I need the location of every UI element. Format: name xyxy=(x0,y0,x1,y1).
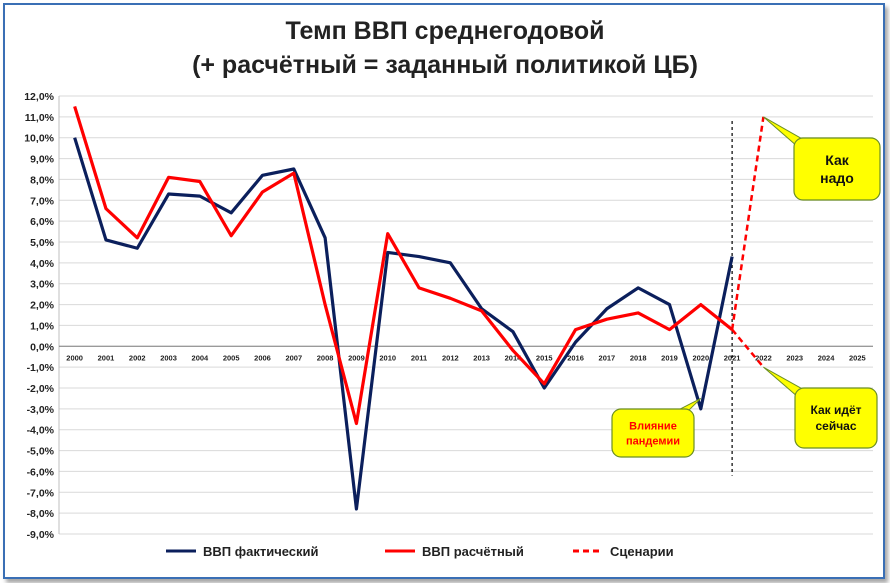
callout-text: сейчас xyxy=(815,419,856,433)
x-tick-label: 2025 xyxy=(849,353,866,362)
callout-pandemic: Влияние пандемии xyxy=(611,397,702,458)
x-tick-label: 2014 xyxy=(505,353,523,362)
y-tick-label: 11,0% xyxy=(25,112,55,124)
callout-text: надо xyxy=(820,170,854,186)
callout-text: Как идёт xyxy=(810,403,861,417)
chart-subtitle: (+ расчётный = заданный политикой ЦБ) xyxy=(192,51,698,79)
y-tick-label: 8,0% xyxy=(30,174,55,186)
legend-label: ВВП расчётный xyxy=(422,544,524,559)
y-tick-label: -1,0% xyxy=(27,362,55,374)
x-tick-label: 2006 xyxy=(254,353,271,362)
y-tick-label: 12,0% xyxy=(24,91,54,103)
y-tick-label: 4,0% xyxy=(30,258,55,270)
y-tick-label: 2,0% xyxy=(30,300,55,312)
x-tick-label: 2010 xyxy=(379,353,396,362)
x-tick-label: 2016 xyxy=(567,353,584,362)
grid-lines xyxy=(59,95,873,535)
y-tick-label: -5,0% xyxy=(27,446,55,458)
chart-frame xyxy=(3,3,885,579)
x-tick-label: 2002 xyxy=(129,353,146,362)
x-tick-label: 2024 xyxy=(818,353,836,362)
legend-item: ВВП расчётный xyxy=(385,544,524,559)
y-tick-label: -6,0% xyxy=(27,466,55,478)
callout-text: пандемии xyxy=(626,435,680,447)
x-tick-label: 2023 xyxy=(786,353,803,362)
legend-item: ВВП фактический xyxy=(166,544,319,559)
series-lines xyxy=(73,105,765,511)
x-tick-label: 2008 xyxy=(317,353,334,362)
y-tick-label: 6,0% xyxy=(30,216,55,228)
callout-fill xyxy=(613,410,693,456)
y-tick-label: 0,0% xyxy=(30,341,55,353)
callout-nado: Как надо xyxy=(763,116,881,201)
legend-label: Сценарии xyxy=(610,544,674,559)
y-tick-label: -8,0% xyxy=(27,508,55,520)
y-tick-label: 7,0% xyxy=(30,195,55,207)
x-tick-label: 2001 xyxy=(98,353,115,362)
legend-label: ВВП фактический xyxy=(203,544,319,559)
y-tick-label: -7,0% xyxy=(27,487,55,499)
callout-text: Как xyxy=(825,152,850,168)
legend: ВВП фактический ВВП расчётный Сценарии xyxy=(166,544,674,559)
x-tick-label: 2005 xyxy=(223,353,240,362)
y-tick-label: -4,0% xyxy=(27,425,55,437)
x-tick-label: 2019 xyxy=(661,353,678,362)
x-tick-label: 2015 xyxy=(536,353,553,362)
y-tick-label: 3,0% xyxy=(30,279,55,291)
x-tick-label: 2022 xyxy=(755,353,772,362)
callout-fill xyxy=(796,389,876,447)
y-tick-label: 1,0% xyxy=(30,320,55,332)
series-line-estimated xyxy=(73,105,734,426)
y-tick-label: -3,0% xyxy=(27,404,55,416)
x-tick-label: 2011 xyxy=(411,353,427,362)
y-tick-label: -2,0% xyxy=(27,383,55,395)
x-tick-label: 2004 xyxy=(192,353,210,362)
series-line-scenario xyxy=(731,328,765,368)
callout-text: Влияние xyxy=(629,420,677,432)
x-tick-label: 2012 xyxy=(442,353,459,362)
x-tick-label: 2007 xyxy=(285,353,302,362)
callout-fill xyxy=(795,139,879,199)
callouts: Как надо Как идёт сейчас Влияние пандемии xyxy=(611,116,881,458)
x-tick-label: 2020 xyxy=(692,353,709,362)
y-tick-label: 5,0% xyxy=(30,237,55,249)
x-tick-label: 2017 xyxy=(599,353,616,362)
y-tick-label: -9,0% xyxy=(27,529,55,541)
y-tick-label: 9,0% xyxy=(30,154,55,166)
y-axis: 12,0% 11,0% 10,0% 9,0% 8,0% 7,0% 6,0% 5,0% 4,0% 3… xyxy=(24,91,60,541)
x-tick-label: 2018 xyxy=(630,353,647,362)
x-tick-label: 2003 xyxy=(160,353,177,362)
series-line-scenario xyxy=(730,116,765,330)
legend-item: Сценарии xyxy=(573,544,674,559)
callout-seychas: Как идёт сейчас xyxy=(763,366,878,449)
y-tick-label: 10,0% xyxy=(24,133,54,145)
x-tick-label: 2000 xyxy=(66,353,83,362)
series-line-actual xyxy=(73,137,734,511)
x-axis: 2000 2001 2002 2003 2004 2005 2006 2007 2008 2009… xyxy=(59,345,873,362)
x-tick-label: 2013 xyxy=(473,353,490,362)
x-tick-label: 2009 xyxy=(348,353,365,362)
chart-title: Темп ВВП среднегодовой xyxy=(285,17,605,45)
chart-title-block: Темп ВВП среднегодовой (+ расчётный = за… xyxy=(0,14,890,82)
